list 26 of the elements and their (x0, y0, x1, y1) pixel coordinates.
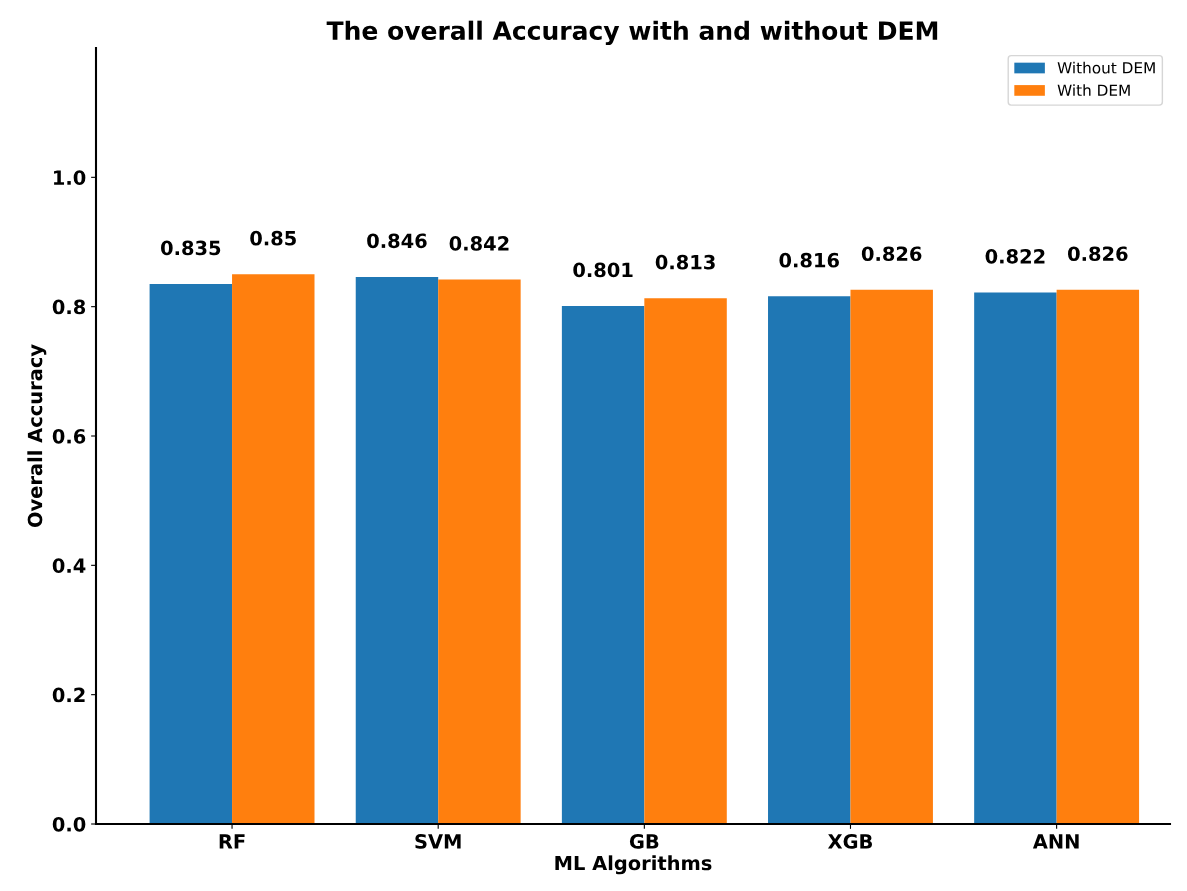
y-tick-label: 0.4 (52, 558, 86, 573)
y-tick-label: 0.6 (52, 428, 86, 444)
y-tick-label: 0.2 (52, 687, 85, 703)
x-tick-label: XGB (827, 834, 872, 849)
x-axis-title: ML Algorithms (555, 855, 712, 875)
data-label: 0.842 (449, 236, 509, 251)
y-tick-label: 0.8 (52, 299, 86, 315)
x-tick-label: SVM (415, 834, 461, 849)
legend-label: With DEM (1057, 84, 1130, 96)
data-label: 0.826 (861, 246, 922, 262)
data-label: 0.826 (1068, 246, 1128, 262)
x-tick-label: RF (219, 834, 245, 849)
x-tick-label: ANN (1032, 834, 1079, 849)
data-label: 0.835 (161, 240, 221, 256)
chart-title: The overall Accuracy with and without DEM (326, 20, 938, 46)
y-tick-label: 1.0 (54, 170, 86, 185)
x-tick-label: GB (629, 834, 659, 849)
y-axis-title: Overall Accuracy (27, 344, 47, 528)
legend-label: Without DEM (1057, 61, 1155, 74)
data-label: 0.85 (250, 230, 296, 246)
data-label: 0.846 (367, 233, 427, 249)
y-tick-label: 0.0 (52, 816, 86, 832)
data-label: 0.813 (655, 254, 715, 270)
data-label: 0.816 (779, 252, 839, 268)
data-label: 0.801 (573, 262, 633, 278)
data-label: 0.822 (985, 248, 1045, 264)
